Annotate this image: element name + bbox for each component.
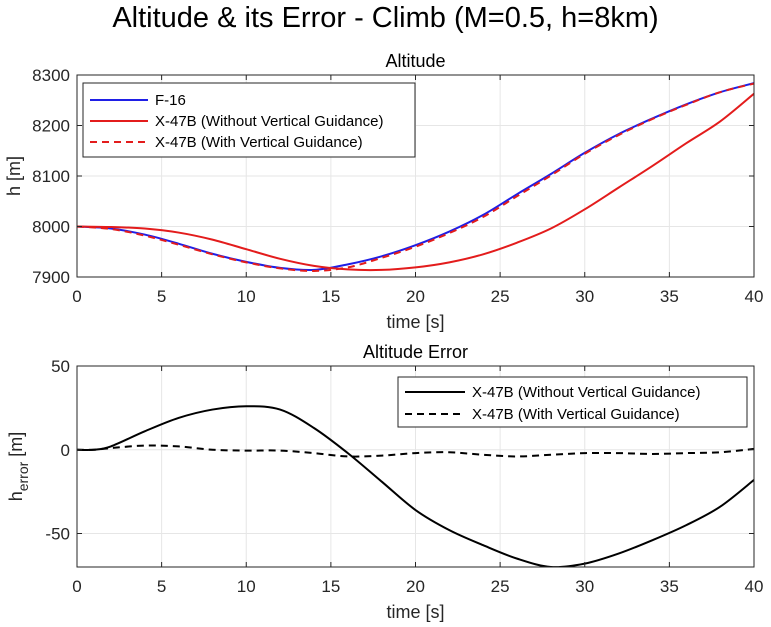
x-tick-label: 0 (72, 287, 81, 306)
x-tick-label: 25 (491, 577, 510, 596)
legend: X-47B (Without Vertical Guidance) X-47B (… (397, 376, 748, 428)
figure-title: Altitude & its Error - Climb (M=0.5, h=8… (112, 2, 659, 34)
x-tick-label: 30 (575, 577, 594, 596)
legend-box (397, 376, 748, 428)
y-tick-label: 7900 (32, 268, 70, 287)
legend-label-2: X-47B (With Vertical Guidance) (472, 406, 680, 423)
chart-title: Altitude Error (363, 342, 468, 362)
x-tick-label: 20 (406, 577, 425, 596)
x-axis-label: time [s] (386, 312, 444, 332)
series-line-2 (77, 444, 754, 458)
x-tick-label: 35 (660, 577, 679, 596)
legend: F-16 X-47B (Without Vertical Guidance) X-4… (82, 82, 416, 158)
x-tick-label: 40 (745, 577, 764, 596)
x-tick-label: 15 (321, 577, 340, 596)
x-tick-label: 25 (491, 287, 510, 306)
x-axis-label: time [s] (386, 602, 444, 622)
series-line-2 (77, 92, 754, 272)
y-axis-label-main: h (6, 491, 26, 501)
series-line-1 (77, 405, 754, 567)
legend-label-3: X-47B (With Vertical Guidance) (155, 134, 363, 151)
y-tick-label: 8200 (32, 117, 70, 136)
x-tick-label: 10 (237, 287, 256, 306)
legend-label-2: X-47B (Without Vertical Guidance) (155, 113, 383, 130)
y-axis-label: herror [m] (6, 432, 31, 502)
x-tick-label: 15 (321, 287, 340, 306)
series-group (77, 405, 754, 567)
y-tick-label: 50 (51, 357, 70, 376)
x-tick-label: 10 (237, 577, 256, 596)
altitude-chart: 0 5 10 15 20 25 30 35 40 7900 8000 8100 8200 8300 Alti… (4, 51, 763, 332)
y-tick-label: 8100 (32, 167, 70, 186)
y-tick-label: -50 (45, 525, 70, 544)
y-tick-label: 8300 (32, 66, 70, 85)
y-axis-label-unit: [m] (6, 432, 26, 462)
y-axis-label: h [m] (4, 156, 24, 196)
y-tick-label: 8000 (32, 218, 70, 237)
series-line-3 (77, 82, 754, 272)
series-group (77, 82, 754, 272)
x-tick-label: 40 (745, 287, 764, 306)
x-tick-label: 0 (72, 577, 81, 596)
chart-title: Altitude (385, 51, 445, 71)
y-axis-label-main: h [m] (4, 156, 24, 196)
y-axis-label-subscript: error (15, 461, 31, 491)
legend-label-1: X-47B (Without Vertical Guidance) (472, 384, 700, 401)
y-tick-label: 0 (61, 441, 70, 460)
legend-label-1: F-16 (155, 92, 186, 109)
x-tick-label: 5 (157, 287, 166, 306)
x-tick-label: 20 (406, 287, 425, 306)
altitude-error-chart: 0 5 10 15 20 25 30 35 40 -50 0 50 Altitude Error time… (6, 342, 763, 622)
x-tick-label: 35 (660, 287, 679, 306)
x-tick-label: 30 (575, 287, 594, 306)
x-tick-label: 5 (157, 577, 166, 596)
